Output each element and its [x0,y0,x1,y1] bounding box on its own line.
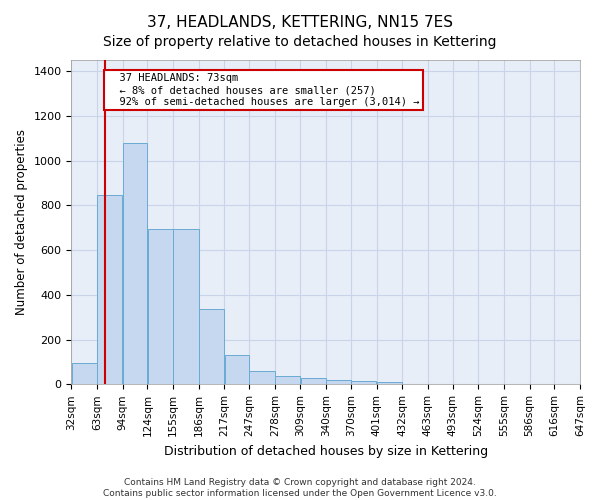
Bar [224,355,249,384]
Bar [351,381,376,384]
Text: 37, HEADLANDS, KETTERING, NN15 7ES: 37, HEADLANDS, KETTERING, NN15 7ES [147,15,453,30]
Bar [97,196,122,384]
Bar [148,229,173,384]
Bar [326,380,350,384]
Bar [377,382,402,384]
Bar [301,378,326,384]
Bar [199,310,224,384]
Bar [123,143,147,384]
Bar [275,376,300,384]
X-axis label: Distribution of detached houses by size in Kettering: Distribution of detached houses by size … [164,444,488,458]
Text: Contains HM Land Registry data © Crown copyright and database right 2024.
Contai: Contains HM Land Registry data © Crown c… [103,478,497,498]
Bar [250,371,275,384]
Bar [71,363,97,384]
Text: Size of property relative to detached houses in Kettering: Size of property relative to detached ho… [103,35,497,49]
Text: 37 HEADLANDS: 73sqm
  ← 8% of detached houses are smaller (257)
  92% of semi-de: 37 HEADLANDS: 73sqm ← 8% of detached hou… [107,74,419,106]
Bar [173,229,199,384]
Y-axis label: Number of detached properties: Number of detached properties [15,129,28,315]
